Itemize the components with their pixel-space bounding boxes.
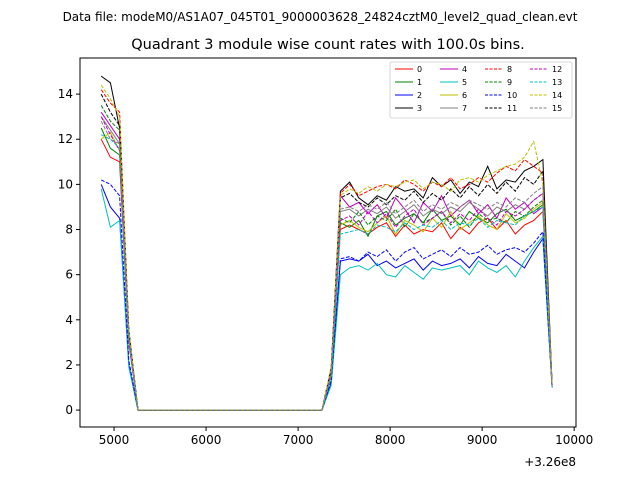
plot-frame	[79, 57, 577, 428]
legend-label-0: 0	[417, 65, 422, 74]
x-tick-label: 6000	[191, 433, 222, 447]
plot-lines	[100, 75, 553, 411]
y-tick-label: 14	[58, 87, 73, 101]
legend-label-2: 2	[417, 91, 422, 100]
x-tick-label: 8000	[375, 433, 406, 447]
x-tick-label: 5000	[99, 433, 130, 447]
legend-label-5: 5	[462, 78, 467, 87]
legend-label-10: 10	[507, 91, 517, 100]
x-axis: 5000 6000 7000 8000 9000 10000	[99, 427, 593, 447]
legend-label-4: 4	[462, 65, 467, 74]
y-tick-label: 4	[65, 313, 73, 327]
legend-label-12: 12	[552, 65, 562, 74]
legend-label-13: 13	[552, 78, 562, 87]
y-tick-label: 0	[65, 403, 73, 417]
x-tick-label: 9000	[467, 433, 498, 447]
chart-suptitle: Data file: modeM0/AS1A07_045T01_90000036…	[63, 10, 578, 24]
series-line-15	[100, 120, 553, 411]
y-tick-label: 8	[65, 223, 73, 237]
y-tick-label: 6	[65, 268, 73, 282]
legend-label-8: 8	[507, 65, 512, 74]
legend-label-1: 1	[417, 78, 422, 87]
y-tick-label: 2	[65, 358, 73, 372]
legend-label-15: 15	[552, 104, 562, 113]
x-tick-label: 7000	[283, 433, 314, 447]
x-axis-offset-label: +3.26e8	[524, 455, 576, 469]
y-tick-label: 12	[58, 132, 73, 146]
chart-title: Quadrant 3 module wise count rates with …	[131, 37, 525, 53]
legend-label-6: 6	[462, 91, 467, 100]
legend-label-14: 14	[552, 91, 562, 100]
legend-label-9: 9	[507, 78, 512, 87]
y-axis: 0 2 4 6 8 10 12 14	[58, 87, 80, 417]
legend-label-7: 7	[462, 104, 467, 113]
legend-box	[389, 61, 573, 119]
legend-label-3: 3	[417, 104, 422, 113]
x-tick-label: 10000	[555, 433, 593, 447]
y-tick-label: 10	[58, 177, 73, 191]
legend-label-11: 11	[507, 104, 517, 113]
